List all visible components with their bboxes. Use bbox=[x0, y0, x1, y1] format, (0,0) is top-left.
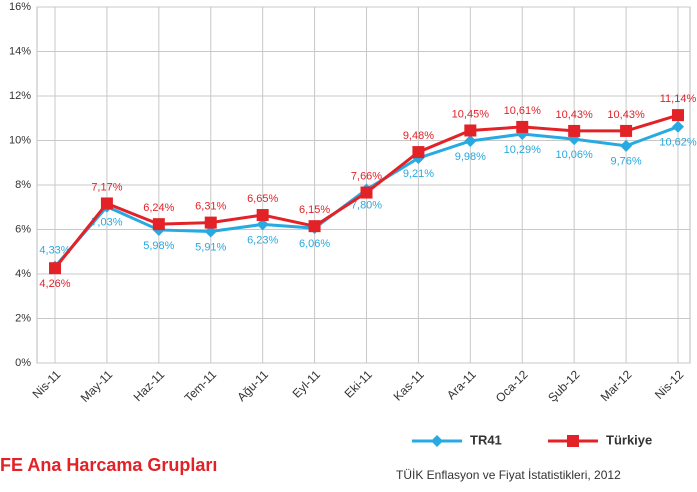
x-tick-label: Tem-11 bbox=[182, 367, 220, 405]
data-label: 6,15% bbox=[299, 204, 330, 216]
data-label: 11,14% bbox=[660, 93, 697, 105]
legend-label: Türkiye bbox=[606, 432, 652, 447]
x-tick-label: Mar-12 bbox=[598, 367, 635, 404]
marker bbox=[620, 124, 633, 137]
data-label: 10,43% bbox=[607, 109, 645, 121]
data-label: 9,48% bbox=[403, 130, 434, 142]
data-label: 6,31% bbox=[195, 201, 226, 213]
y-tick-label: 6% bbox=[15, 223, 31, 235]
marker bbox=[256, 209, 269, 222]
x-tick-label: Nis-11 bbox=[30, 367, 64, 401]
data-label: 4,33% bbox=[39, 245, 70, 257]
marker bbox=[49, 262, 61, 275]
marker bbox=[431, 435, 443, 447]
source: TÜİK Enflasyon ve Fiyat İstatistikleri, … bbox=[396, 468, 621, 482]
y-tick-label: 4% bbox=[15, 268, 31, 280]
data-label: 10,62% bbox=[659, 137, 697, 149]
data-label: 6,06% bbox=[299, 238, 330, 250]
data-label: 10,43% bbox=[556, 109, 594, 121]
x-tick-label: Haz-11 bbox=[131, 367, 168, 404]
data-label: 6,23% bbox=[247, 234, 278, 246]
data-label: 6,24% bbox=[143, 202, 174, 214]
marker bbox=[308, 220, 321, 233]
x-tick-label: Ara-11 bbox=[444, 367, 479, 402]
x-tick-label: Eyl-11 bbox=[290, 367, 324, 401]
data-label: 7,66% bbox=[351, 170, 382, 182]
x-tick-label: Şub-12 bbox=[545, 367, 582, 404]
y-tick-label: 12% bbox=[9, 90, 31, 102]
y-tick-label: 8% bbox=[15, 179, 31, 191]
y-tick-label: 14% bbox=[9, 45, 31, 57]
data-label: 10,45% bbox=[452, 108, 490, 120]
data-label: 6,65% bbox=[247, 193, 278, 205]
marker bbox=[620, 139, 633, 152]
marker bbox=[412, 146, 425, 159]
marker bbox=[360, 186, 373, 199]
data-label: 10,29% bbox=[504, 144, 542, 156]
x-tick-label: Oca-12 bbox=[493, 367, 531, 405]
marker bbox=[256, 218, 269, 231]
marker bbox=[464, 124, 477, 137]
y-tick-label: 10% bbox=[9, 134, 31, 146]
data-label: 7,80% bbox=[351, 199, 382, 211]
data-label: 10,61% bbox=[504, 105, 542, 117]
data-label: 7,03% bbox=[91, 216, 122, 228]
data-label: 9,98% bbox=[455, 151, 486, 163]
data-label: 10,06% bbox=[556, 149, 594, 161]
marker bbox=[516, 120, 529, 133]
data-label: 7,17% bbox=[91, 181, 122, 193]
marker bbox=[567, 435, 579, 447]
data-label: 4,26% bbox=[39, 278, 70, 290]
y-tick-label: 2% bbox=[15, 312, 31, 324]
marker bbox=[152, 218, 165, 231]
marker bbox=[204, 216, 217, 229]
data-label: 5,98% bbox=[143, 240, 174, 252]
marker bbox=[100, 197, 113, 210]
data-label: 9,76% bbox=[610, 156, 641, 168]
x-tick-label: Nis-12 bbox=[652, 367, 687, 402]
x-tick-label: Kas-11 bbox=[391, 367, 427, 403]
data-label: 5,91% bbox=[195, 241, 226, 253]
data-label: 9,21% bbox=[403, 168, 434, 180]
chart-title: FE Ana Harcama Grupları bbox=[0, 455, 217, 475]
marker bbox=[672, 109, 684, 122]
x-tick-label: May-11 bbox=[78, 367, 116, 405]
y-tick-label: 0% bbox=[15, 357, 31, 369]
legend-label: TR41 bbox=[470, 432, 502, 447]
x-tick-label: Eki-11 bbox=[342, 367, 376, 401]
x-tick-label: Ağu-11 bbox=[234, 367, 271, 404]
marker bbox=[568, 124, 581, 137]
y-tick-label: 16% bbox=[9, 1, 31, 13]
marker bbox=[672, 120, 684, 133]
marker bbox=[464, 134, 477, 147]
